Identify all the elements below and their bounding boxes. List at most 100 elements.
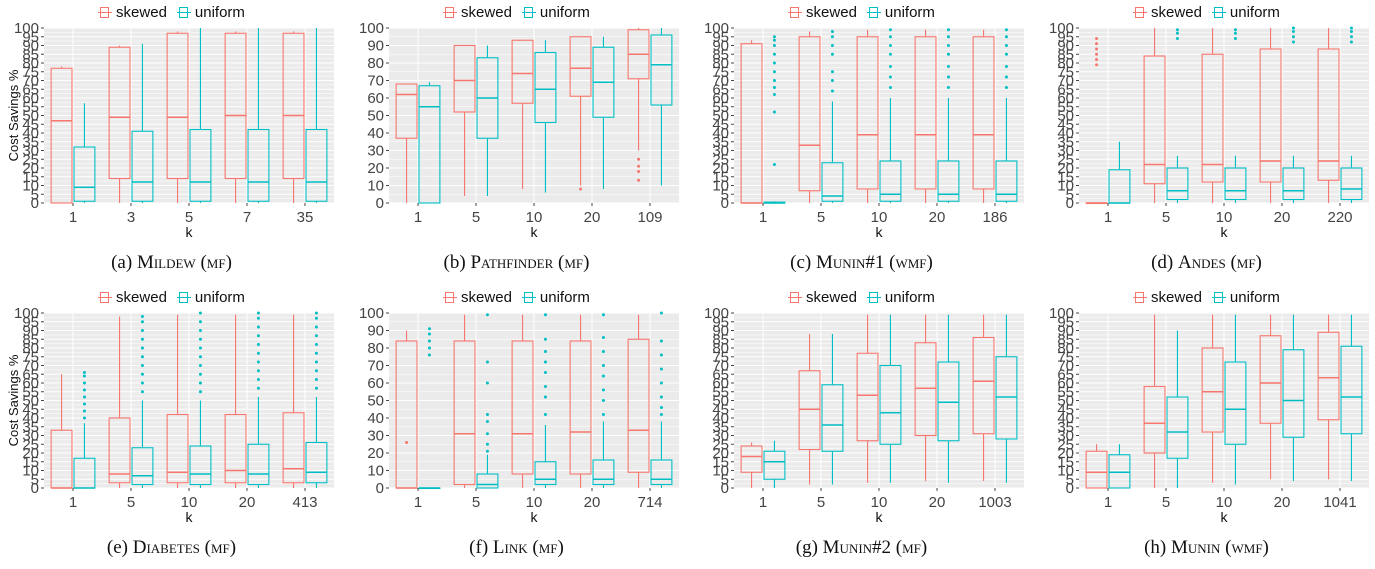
- iqr-box: [224, 413, 247, 484]
- outlier-point: [946, 75, 950, 79]
- outlier-point: [888, 65, 892, 68]
- box-uniform: [763, 35, 786, 204]
- outlier-point: [1233, 37, 1237, 40]
- iqr-box: [189, 128, 212, 202]
- y-tick-label: 95: [1057, 29, 1074, 46]
- x-tick-label: 1: [69, 494, 77, 511]
- iqr-box: [395, 83, 418, 139]
- outlier-point: [1233, 28, 1237, 32]
- iqr-box: [108, 46, 131, 180]
- outlier-point: [772, 79, 776, 82]
- y-tick-label: 85: [22, 46, 39, 63]
- iqr-box: [1166, 396, 1189, 459]
- legend-item-uniform: uniform: [1211, 4, 1280, 21]
- box-skewed: [1317, 314, 1340, 480]
- outlier-point: [485, 449, 489, 453]
- outlier-point: [946, 52, 950, 56]
- box-uniform: [534, 40, 557, 193]
- legend-key-skewed: [1133, 291, 1148, 305]
- y-tick-label: 100: [1049, 305, 1074, 322]
- box-skewed: [166, 314, 189, 488]
- subfigure-caption: (c) Munin#1 (wmf): [690, 252, 1033, 274]
- y-tick-label: 95: [22, 29, 39, 46]
- outlier-point: [601, 374, 605, 378]
- outlier-point: [314, 369, 318, 373]
- y-tick-label: 80: [22, 340, 39, 357]
- y-tick-label: 45: [22, 116, 39, 133]
- y-tick-label: 35: [712, 419, 729, 436]
- y-tick-label: 0: [31, 195, 39, 212]
- box-skewed: [627, 314, 650, 488]
- outlier-point: [198, 329, 202, 332]
- box-skewed: [1201, 314, 1224, 483]
- box-uniform: [534, 313, 557, 488]
- outlier-point: [1004, 52, 1008, 56]
- y-tick-label: 15: [712, 454, 729, 471]
- iqr-box: [914, 36, 937, 190]
- box-skewed: [740, 442, 763, 488]
- y-tick-label: 30: [367, 143, 384, 160]
- legend-label-skewed: skewed: [461, 4, 512, 21]
- y-tick-label: 30: [22, 143, 39, 160]
- y-tick-label: 15: [712, 169, 729, 186]
- y-tick-label: 15: [22, 454, 39, 471]
- box-skewed: [740, 40, 763, 204]
- iqr-box: [1282, 167, 1305, 201]
- box-uniform: [592, 313, 615, 488]
- y-tick-label: 35: [22, 134, 39, 151]
- y-tick-label: 5: [721, 186, 729, 203]
- box-uniform: [418, 82, 441, 204]
- box-uniform: [247, 28, 270, 203]
- x-tick-label: 20: [1274, 494, 1291, 511]
- legend: skewed uniform: [0, 4, 343, 21]
- outlier-point: [427, 346, 431, 350]
- outlier-point: [256, 378, 260, 381]
- y-tick-label: 35: [1057, 419, 1074, 436]
- y-tick-label: 30: [367, 428, 384, 445]
- legend: skewed uniform: [1035, 289, 1375, 306]
- legend-item-uniform: uniform: [866, 4, 935, 21]
- y-tick-label: 40: [22, 410, 39, 427]
- y-tick-label: 55: [712, 384, 729, 401]
- iqr-box: [1282, 349, 1305, 438]
- box-skewed: [1317, 28, 1340, 203]
- box-uniform: [1282, 314, 1305, 481]
- legend: skewed uniform: [690, 4, 1033, 21]
- x-tick-label: 5: [185, 209, 193, 226]
- outlier-point: [601, 413, 605, 416]
- y-tick-label: 95: [712, 314, 729, 331]
- legend-label-uniform: uniform: [539, 289, 590, 306]
- iqr-box: [821, 384, 844, 452]
- legend-key-skewed: [98, 6, 113, 20]
- x-tick-label: 714: [637, 494, 662, 511]
- y-tick-label: 30: [712, 428, 729, 445]
- outlier-point: [485, 360, 489, 364]
- y-tick-label: 50: [367, 108, 384, 125]
- iqr-box: [995, 160, 1018, 202]
- chart-panel: 0 5 10 15 20 25 30 35 40 45 50 55 60 65 70 75 80 85 90 95 10…: [690, 0, 1033, 284]
- outlier-point: [772, 38, 776, 42]
- y-tick-label: 60: [367, 375, 384, 392]
- box-skewed: [395, 330, 418, 489]
- y-tick-label: 25: [22, 436, 39, 453]
- caption-tag: (mf): [204, 537, 237, 558]
- y-tick-label: 35: [712, 134, 729, 151]
- outlier-point: [427, 332, 431, 336]
- x-tick-label: 10: [871, 494, 888, 511]
- y-tick-label: 45: [22, 401, 39, 418]
- outlier-point: [888, 44, 892, 47]
- subfigure-caption: (h) Munin (wmf): [1035, 537, 1375, 559]
- x-tick-label: 220: [1327, 209, 1352, 226]
- box-plot: 0510152025303540455055606570758085909510…: [1049, 20, 1369, 240]
- iqr-box: [511, 39, 534, 104]
- outlier-point: [140, 390, 144, 394]
- legend-label-uniform: uniform: [1229, 289, 1280, 306]
- box-skewed: [1143, 314, 1166, 488]
- outlier-point: [637, 164, 641, 168]
- outlier-point: [256, 360, 260, 364]
- iqr-box: [569, 36, 592, 97]
- subfigure-caption: (g) Munin#2 (mf): [690, 537, 1033, 559]
- y-tick-label: 65: [1057, 366, 1074, 383]
- iqr-box: [1166, 167, 1189, 201]
